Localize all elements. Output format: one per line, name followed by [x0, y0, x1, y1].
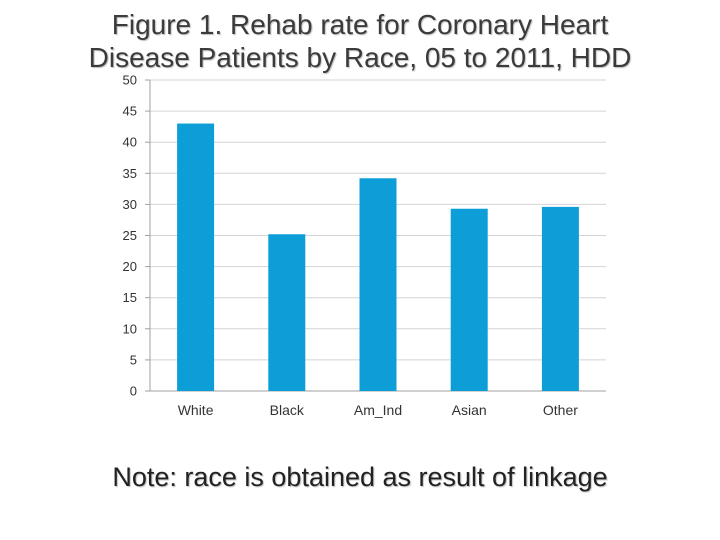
- y-tick-label: 10: [123, 321, 137, 336]
- y-tick-label: 30: [123, 197, 137, 212]
- bar-other: [541, 206, 579, 391]
- y-tick-label: 35: [123, 166, 137, 181]
- y-tick-label: 50: [123, 73, 137, 88]
- y-tick-label: 25: [123, 228, 137, 243]
- y-tick-label: 15: [123, 290, 137, 305]
- x-tick-label: Other: [543, 402, 578, 418]
- bar-white: [177, 123, 215, 391]
- bar-black: [268, 234, 306, 391]
- y-tick-label: 0: [130, 384, 137, 399]
- chart-title-line-1: Figure 1. Rehab rate for Coronary Heart: [111, 9, 609, 40]
- x-tick-label: White: [178, 402, 214, 418]
- bar-am-ind: [359, 178, 397, 391]
- y-tick-label: 45: [123, 104, 137, 119]
- chart-title: Figure 1. Rehab rate for Coronary Heart …: [0, 8, 720, 74]
- x-tick-label: Asian: [452, 402, 487, 418]
- chart-note: Note: race is obtained as result of link…: [112, 462, 608, 492]
- x-tick-label: Black: [270, 402, 305, 418]
- y-tick-label: 20: [123, 259, 137, 274]
- bar-asian: [450, 208, 488, 391]
- x-tick-label: Am_Ind: [354, 402, 402, 418]
- chart-title-line-2: Disease Patients by Race, 05 to 2011, HD…: [88, 42, 632, 73]
- y-tick-label: 40: [123, 135, 137, 150]
- y-tick-label: 5: [130, 352, 137, 367]
